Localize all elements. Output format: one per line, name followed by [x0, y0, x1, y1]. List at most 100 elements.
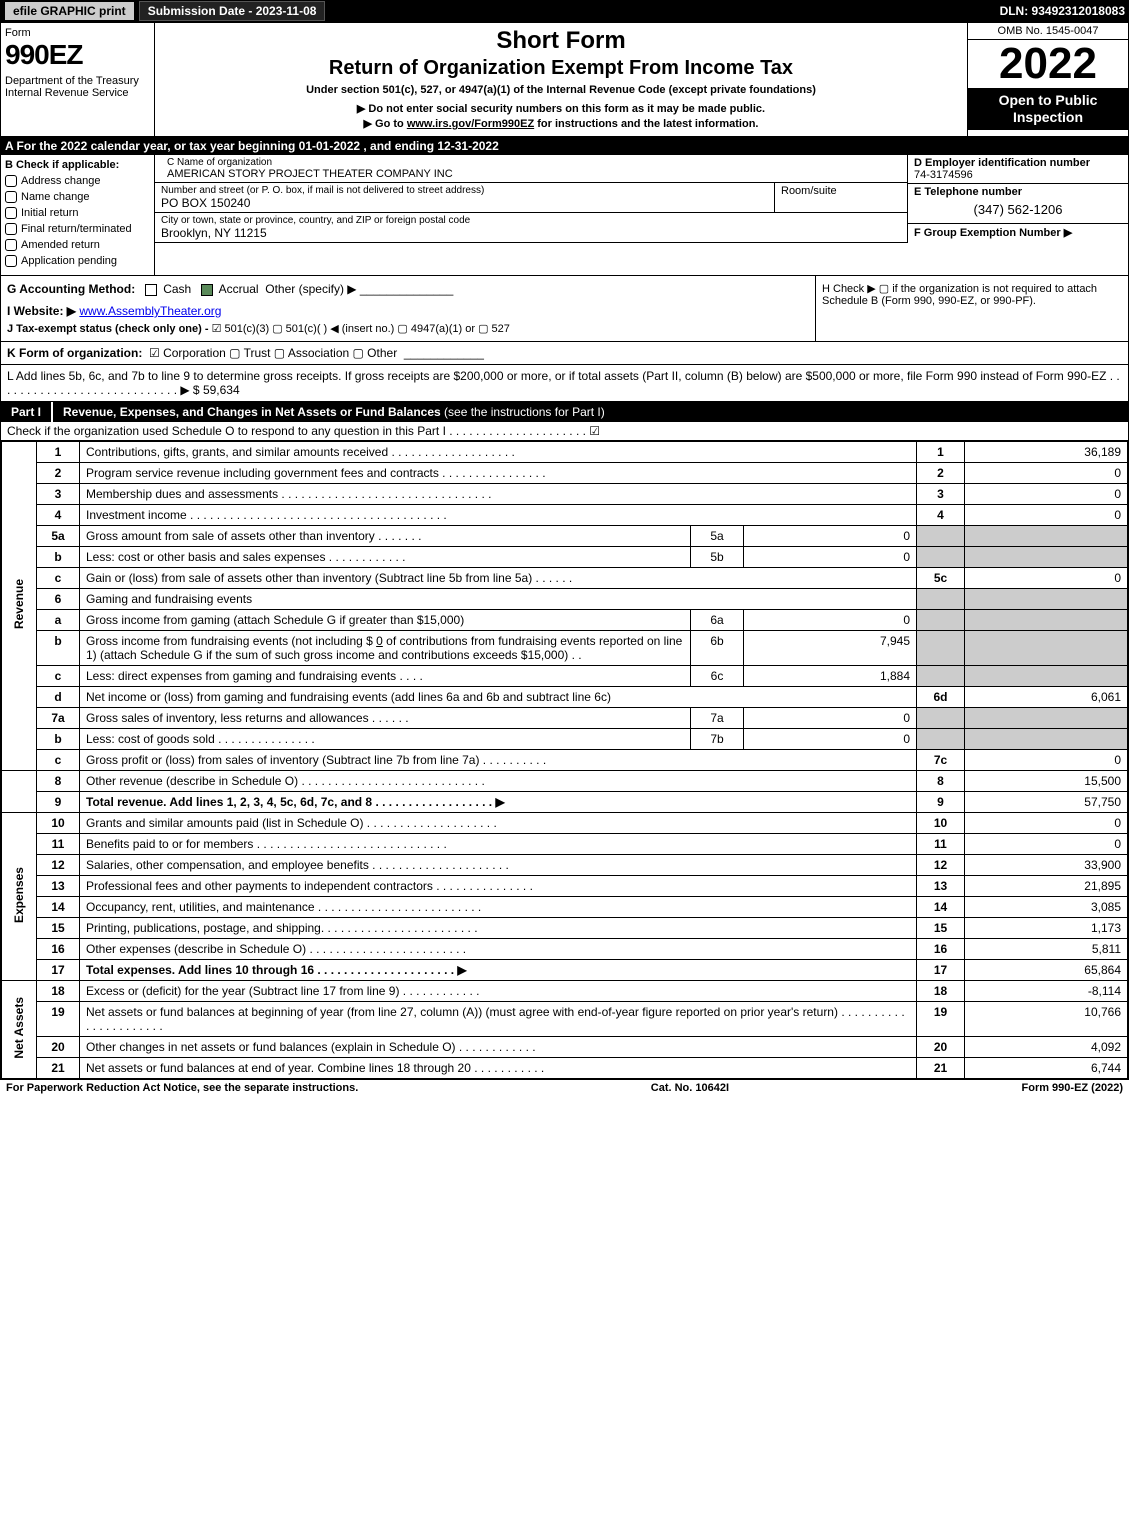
sub-num: 5b: [691, 547, 744, 568]
sub-val: 0: [744, 610, 917, 631]
shaded-cell: [917, 666, 965, 687]
row-l: L Add lines 5b, 6c, and 7b to line 9 to …: [1, 365, 1128, 402]
line-desc: Other expenses (describe in Schedule O) …: [80, 939, 917, 960]
table-row: 21 Net assets or fund balances at end of…: [2, 1058, 1128, 1079]
shaded-cell: [917, 589, 965, 610]
sub-val: 0: [744, 547, 917, 568]
cb-label: Address change: [21, 175, 101, 187]
shaded-cell: [965, 666, 1128, 687]
accrual-checkbox[interactable]: [201, 284, 213, 296]
street-value: PO BOX 150240: [161, 196, 768, 210]
footer-left: For Paperwork Reduction Act Notice, see …: [6, 1082, 358, 1094]
revenue-vert-label-cont: [2, 771, 37, 813]
shaded-cell: [965, 610, 1128, 631]
line-num: 3: [37, 484, 80, 505]
col-b: B Check if applicable: Address change Na…: [1, 155, 155, 275]
page-footer: For Paperwork Reduction Act Notice, see …: [0, 1080, 1129, 1096]
out-num: 12: [917, 855, 965, 876]
line-desc: Less: cost or other basis and sales expe…: [80, 547, 691, 568]
street-label: Number and street (or P. O. box, if mail…: [161, 185, 768, 196]
part-subtitle: (see the instructions for Part I): [444, 405, 605, 419]
out-num: 13: [917, 876, 965, 897]
table-row: 12 Salaries, other compensation, and emp…: [2, 855, 1128, 876]
cb-address-change[interactable]: Address change: [5, 175, 150, 187]
out-num: 20: [917, 1037, 965, 1058]
cb-application-pending[interactable]: Application pending: [5, 255, 150, 267]
accrual-label: Accrual: [219, 282, 259, 296]
line-desc: Less: cost of goods sold . . . . . . . .…: [80, 729, 691, 750]
form-container: Form 990EZ Department of the Treasury In…: [0, 22, 1129, 1080]
out-val: 65,864: [965, 960, 1128, 981]
part-i-header: Part I Revenue, Expenses, and Changes in…: [1, 402, 1128, 422]
table-row: 3 Membership dues and assessments . . . …: [2, 484, 1128, 505]
line-desc: Printing, publications, postage, and shi…: [80, 918, 917, 939]
table-row: d Net income or (loss) from gaming and f…: [2, 687, 1128, 708]
cb-final-return[interactable]: Final return/terminated: [5, 223, 150, 235]
line-desc: Gross profit or (loss) from sales of inv…: [80, 750, 917, 771]
table-row: 9 Total revenue. Add lines 1, 2, 3, 4, 5…: [2, 792, 1128, 813]
sub-val: 0: [744, 708, 917, 729]
footer-right: Form 990-EZ (2022): [1022, 1082, 1123, 1094]
goto-suffix: for instructions and the latest informat…: [534, 118, 758, 130]
ein-cell: D Employer identification number 74-3174…: [908, 155, 1128, 184]
out-num: 17: [917, 960, 965, 981]
row-k: K Form of organization: ☑ Corporation ▢ …: [1, 342, 1128, 365]
line-desc: Gaming and fundraising events: [80, 589, 917, 610]
line-desc: Net income or (loss) from gaming and fun…: [80, 687, 917, 708]
org-name-row: C Name of organization AMERICAN STORY PR…: [155, 155, 907, 183]
do-not-enter: ▶ Do not enter social security numbers o…: [163, 102, 959, 115]
checkbox-icon: [5, 239, 17, 251]
shaded-cell: [965, 708, 1128, 729]
out-val: 0: [965, 750, 1128, 771]
j-options: ☑ 501(c)(3) ▢ 501(c)( ) ◀ (insert no.) ▢…: [212, 323, 510, 335]
sched-o-check: Check if the organization used Schedule …: [1, 422, 1128, 441]
return-title: Return of Organization Exempt From Incom…: [163, 57, 959, 80]
shaded-cell: [917, 631, 965, 666]
checkbox-icon: [5, 191, 17, 203]
form-header: Form 990EZ Department of the Treasury In…: [1, 23, 1128, 137]
k-label: K Form of organization:: [7, 346, 142, 360]
cb-amended-return[interactable]: Amended return: [5, 239, 150, 251]
form-number: 990EZ: [5, 39, 150, 71]
line-desc: Program service revenue including govern…: [80, 463, 917, 484]
line-desc: Less: direct expenses from gaming and fu…: [80, 666, 691, 687]
shaded-cell: [917, 547, 965, 568]
shaded-cell: [917, 610, 965, 631]
website-link[interactable]: www.AssemblyTheater.org: [79, 304, 221, 318]
line-num: b: [37, 631, 80, 666]
goto-link-row: ▶ Go to www.irs.gov/Form990EZ for instru…: [163, 117, 959, 130]
tel-cell: E Telephone number (347) 562-1206: [908, 184, 1128, 224]
checkbox-icon: [5, 223, 17, 235]
line-desc: Other revenue (describe in Schedule O) .…: [80, 771, 917, 792]
irs-link[interactable]: www.irs.gov/Form990EZ: [407, 118, 534, 130]
table-row: 5a Gross amount from sale of assets othe…: [2, 526, 1128, 547]
desc-pre: Gross income from fundraising events (no…: [86, 634, 376, 648]
out-num: 2: [917, 463, 965, 484]
shaded-cell: [965, 589, 1128, 610]
line-num: 1: [37, 442, 80, 463]
cb-label: Name change: [21, 191, 90, 203]
submission-date: Submission Date - 2023-11-08: [139, 1, 326, 21]
table-row: 14 Occupancy, rent, utilities, and maint…: [2, 897, 1128, 918]
table-row: 7a Gross sales of inventory, less return…: [2, 708, 1128, 729]
sched-o-text: Check if the organization used Schedule …: [7, 424, 600, 438]
line-num: 2: [37, 463, 80, 484]
out-num: 3: [917, 484, 965, 505]
part-i-title: Revenue, Expenses, and Changes in Net As…: [53, 402, 1128, 422]
line-desc: Gain or (loss) from sale of assets other…: [80, 568, 917, 589]
cash-checkbox[interactable]: [145, 284, 157, 296]
line-num: 16: [37, 939, 80, 960]
out-val: 1,173: [965, 918, 1128, 939]
checkbox-icon: [5, 175, 17, 187]
cb-name-change[interactable]: Name change: [5, 191, 150, 203]
line-desc: Membership dues and assessments . . . . …: [80, 484, 917, 505]
out-val: 10,766: [965, 1002, 1128, 1037]
table-row: c Gross profit or (loss) from sales of i…: [2, 750, 1128, 771]
out-num: 9: [917, 792, 965, 813]
out-num: 14: [917, 897, 965, 918]
accounting-method-row: G Accounting Method: Cash Accrual Other …: [7, 282, 809, 296]
efile-graphic-label: efile GRAPHIC print: [4, 1, 135, 21]
shaded-cell: [917, 729, 965, 750]
cb-initial-return[interactable]: Initial return: [5, 207, 150, 219]
table-row: Revenue 1 Contributions, gifts, grants, …: [2, 442, 1128, 463]
